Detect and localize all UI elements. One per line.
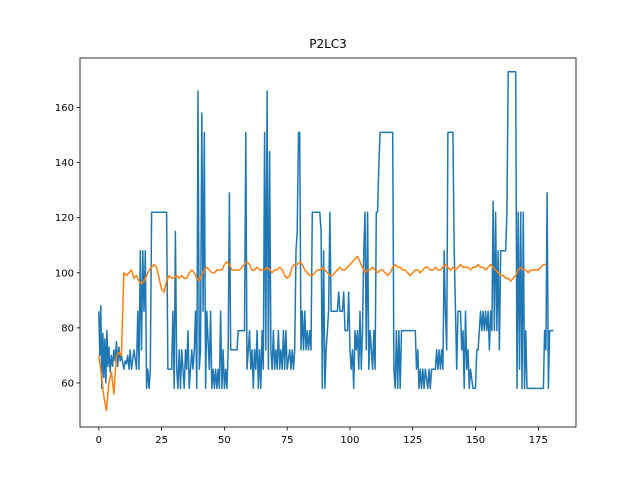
series-line-1 <box>98 71 554 390</box>
x-tick-label: 175 <box>529 435 548 446</box>
series-line-2 <box>98 255 546 412</box>
x-axis: 0 25 50 75 100 125 150 175 <box>96 427 548 446</box>
plot-area <box>79 57 577 428</box>
x-tick-label: 25 <box>155 435 168 446</box>
y-tick-label: 60 <box>61 378 74 389</box>
y-axis: 60 80 100 120 140 160 <box>55 103 80 389</box>
x-tick-label: 0 <box>96 435 102 446</box>
axes-frame <box>79 57 577 428</box>
y-tick-label: 100 <box>55 268 74 279</box>
x-tick-label: 50 <box>218 435 231 446</box>
x-tick-label: 75 <box>281 435 294 446</box>
x-tick-label: 125 <box>403 435 422 446</box>
y-tick-label: 120 <box>55 213 74 224</box>
y-tick-label: 160 <box>55 103 74 114</box>
x-tick-label: 150 <box>466 435 485 446</box>
y-tick-label: 140 <box>55 158 74 169</box>
series-layer <box>98 71 554 412</box>
y-tick-label: 80 <box>61 323 74 334</box>
x-tick-label: 100 <box>340 435 359 446</box>
chart-title: P2LC3 <box>309 37 347 51</box>
